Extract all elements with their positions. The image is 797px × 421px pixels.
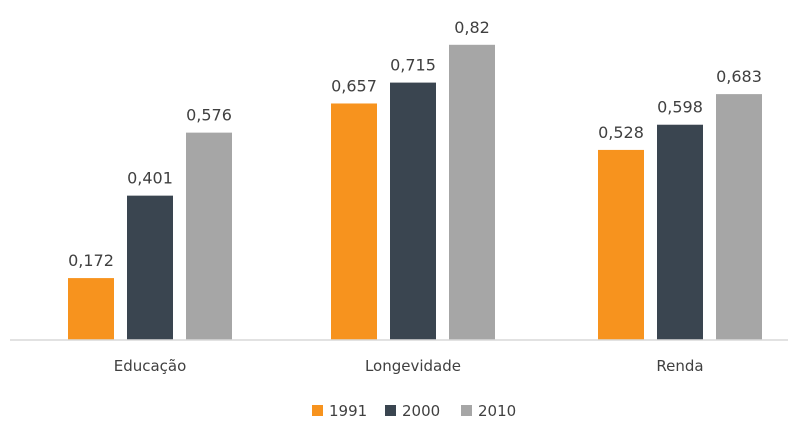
bar-1991-0 (68, 278, 114, 340)
value-label-2010-2: 0,683 (716, 67, 762, 86)
legend-label-2000: 2000 (402, 402, 440, 420)
value-label-2010-1: 0,82 (454, 18, 490, 37)
category-label-2: Renda (656, 357, 703, 375)
value-label-1991-0: 0,172 (68, 251, 114, 270)
bar-2000-2 (657, 124, 703, 340)
legend-label-2010: 2010 (478, 402, 516, 420)
value-labels-group: 0,172 0,401 0,576 0,657 0,715 0,82 0,528 0,598 0… (68, 18, 762, 270)
bar-1991-1 (331, 103, 377, 340)
value-label-2000-2: 0,598 (657, 98, 703, 117)
bars-group (68, 44, 762, 341)
legend-swatch-2000 (385, 405, 396, 416)
legend-swatch-2010 (461, 405, 472, 416)
value-label-2000-0: 0,401 (127, 169, 173, 188)
bar-2010-2 (716, 94, 762, 341)
category-label-0: Educação (114, 357, 187, 375)
bar-2000-0 (127, 195, 173, 340)
value-label-2000-1: 0,715 (390, 56, 436, 75)
category-label-1: Longevidade (365, 357, 461, 375)
legend-swatch-1991 (312, 405, 323, 416)
bar-2010-0 (186, 132, 232, 340)
value-label-1991-1: 0,657 (331, 76, 377, 95)
bar-2010-1 (449, 44, 495, 341)
bar-2000-1 (390, 82, 436, 340)
bar-1991-2 (598, 149, 644, 340)
legend-label-1991: 1991 (329, 402, 367, 420)
legend: 1991 2000 2010 (312, 402, 516, 420)
value-label-2010-0: 0,576 (186, 106, 232, 125)
category-labels-group: Educação Longevidade Renda (114, 357, 704, 375)
value-label-1991-2: 0,528 (598, 123, 644, 142)
